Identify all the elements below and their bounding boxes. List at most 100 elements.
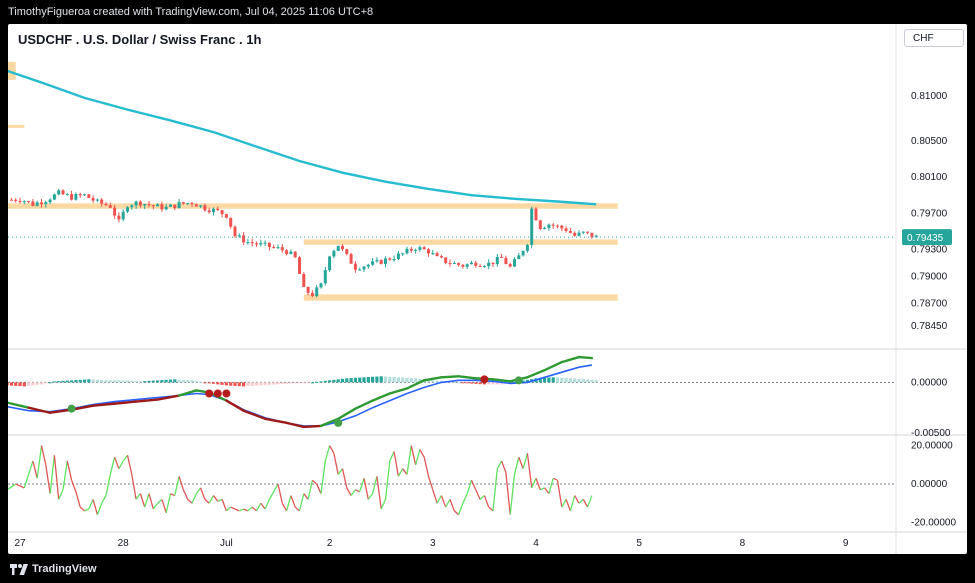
symbol-title[interactable]: USDCHF . U.S. Dollar / Swiss Franc . 1h [18,32,262,47]
osc-line-segment [23,460,34,489]
osc-line-segment [350,489,356,496]
candle-body [457,263,461,265]
macd-histogram-bar [27,382,31,386]
macd-histogram-bar [285,382,289,384]
macd-tick-label: 0.00000 [911,377,948,388]
osc-line-segment [170,493,176,497]
candle-body [573,232,577,236]
candle-body [345,249,349,255]
candle-body [267,242,271,248]
osc-line-segment [462,493,468,504]
macd-histogram-bar [457,382,461,384]
candle-body [534,208,538,221]
candle-body [242,235,246,243]
macd-histogram-bar [100,380,104,383]
macd-histogram-bar [224,382,228,386]
candle-body [521,250,525,256]
candle-body [207,210,211,213]
candle-body [568,231,572,233]
macd-histogram-bar [495,382,499,385]
osc-line-segment [440,495,447,508]
price-tick-label: 0.78450 [911,321,948,332]
time-tick-label: 4 [533,538,539,549]
candle-body [491,262,495,265]
macd-histogram-bar [31,382,35,386]
macd-histogram-bar [164,379,168,383]
macd-histogram-bar [22,382,26,387]
time-tick-label: 3 [430,538,436,549]
macd-histogram-bar [104,380,108,383]
osc-line-segment [273,483,279,493]
candle-body [452,263,456,265]
candle-body [14,199,18,201]
macd-histogram-bar [199,381,203,383]
macd-histogram-bar [521,380,525,383]
candle-body [293,251,297,258]
osc-line-segment [264,499,270,510]
macd-histogram-bar [74,380,78,383]
chart-canvas[interactable]: 0.81000 0.80500 0.80100 0.79700 0.79300 0.790… [8,24,967,554]
macd-histogram-bar [418,378,422,383]
macd-histogram-bar [409,378,413,383]
candle-body [130,205,134,208]
osc-line-segment [157,498,163,504]
macd-histogram-bar [315,381,319,383]
candle-body [435,253,439,257]
macd-histogram-bar [538,378,542,383]
macd-fast-line [337,407,357,421]
osc-line-segment [569,495,576,512]
macd-fast-line [405,379,426,390]
osc-line-segment [333,453,339,475]
price-tick-label: 0.79300 [911,244,948,255]
osc-line-segment [470,479,477,491]
osc-line-segment [135,493,141,500]
osc-line-segment [427,476,434,490]
osc-line-segment [243,508,249,512]
macd-fast-line [156,394,181,401]
candle-body [560,225,564,229]
osc-line-segment [144,493,150,508]
osc-line-segment [324,445,331,462]
macd-cross-dot [205,389,214,398]
currency-selector[interactable]: CHF [904,29,964,47]
macd-histogram-bar [551,377,555,383]
macd-fast-line [371,392,391,402]
macd-fast-line [134,398,159,403]
osc-line-segment [239,508,244,512]
macd-histogram-bar [590,379,594,383]
osc-line-segment [84,508,90,512]
candle-body [375,260,379,262]
osc-line-segment [307,480,314,500]
macd-tick-label: -0.00500 [911,428,951,439]
tradingview-brand[interactable]: TradingView [32,563,97,575]
osc-line-segment [496,460,503,470]
candle-body [564,228,568,232]
tradingview-logo-icon[interactable] [10,564,28,575]
time-tick-label: 9 [843,538,849,549]
macd-histogram-bar [181,379,185,383]
macd-histogram-bar [95,379,99,383]
candle-body [9,199,13,201]
macd-fast-line [526,369,546,379]
chart-frame[interactable]: 0.81000 0.80500 0.80100 0.79700 0.79300 0.790… [8,24,967,554]
macd-histogram-bar [250,382,254,386]
candle-body [259,243,263,245]
macd-histogram-bar [555,377,560,383]
candle-body [590,232,594,238]
macd-histogram-bar [130,380,134,383]
osc-line-segment [329,445,335,454]
macd-histogram-bar [44,382,48,384]
osc-line-segment [535,478,541,491]
macd-histogram-bar [207,382,211,384]
candle-body [392,258,396,260]
candle-body [289,251,293,254]
macd-fast-line [263,417,288,425]
candle-body [328,256,332,271]
macd-histogram-bar [52,381,56,383]
candle-body [543,227,547,230]
candle-body [448,262,452,264]
osc-line-segment [260,502,266,510]
candle-body [504,257,508,265]
candle-body [203,205,207,211]
candle-body [190,203,194,205]
